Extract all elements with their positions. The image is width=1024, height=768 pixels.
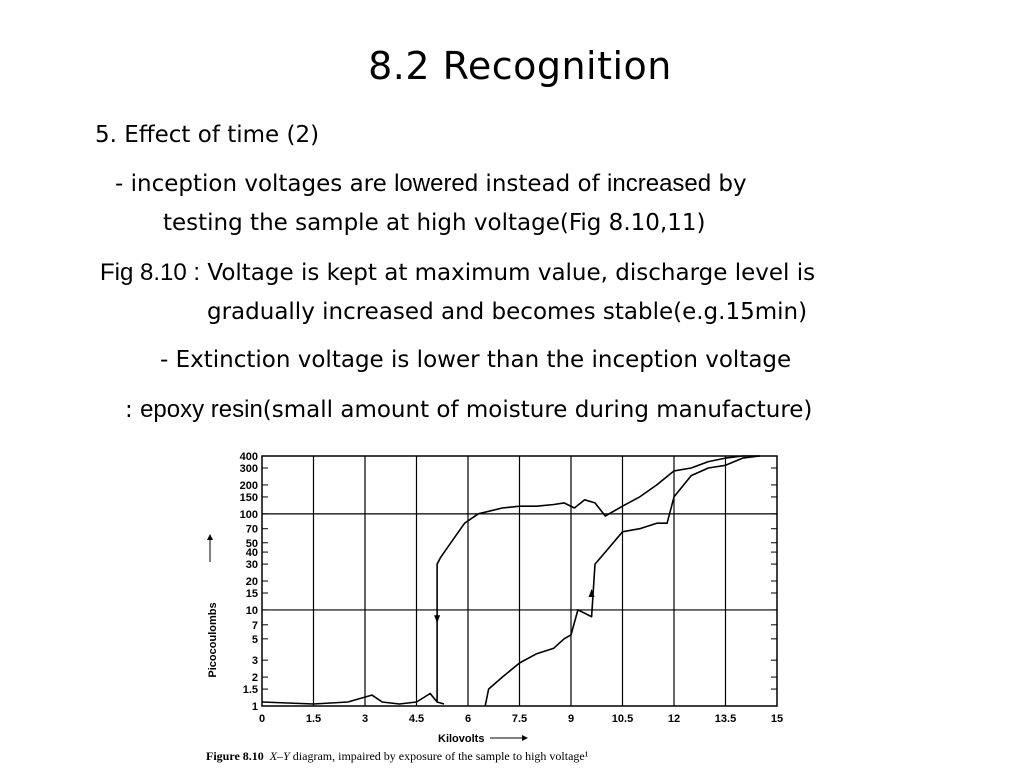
series-line-1 xyxy=(261,692,445,705)
x-tick-label: 6 xyxy=(465,713,471,725)
fig-description-cont: gradually increased and becomes stable(e… xyxy=(207,299,808,325)
caption-text: diagram, impaired by exposure of the sam… xyxy=(290,749,589,763)
epoxy-note: : epoxy resin(small amount of moisture d… xyxy=(125,396,812,424)
y-tick-label: 1 xyxy=(252,701,258,713)
xy-diagram-figure: 0 1.5 3 4.5 6 7.5 9 10.5 12 13.5 1511.523571015203… xyxy=(206,451,783,763)
x-axis-label: Kilovolts xyxy=(438,733,484,745)
x-axis-arrow-head xyxy=(522,735,528,741)
y-tick-label: 5 xyxy=(252,634,258,646)
fig-description: Fig 8.10 : Voltage is kept at maximum va… xyxy=(100,259,815,287)
y-tick-label: 200 xyxy=(240,480,258,492)
bullet-inception: - inception voltages are lowered instead… xyxy=(115,170,747,198)
x-tick-label: 9 xyxy=(568,713,574,725)
y-tick-label: 3 xyxy=(252,655,258,667)
y-tick-label: 20 xyxy=(246,576,258,588)
x-tick-label: 13.5 xyxy=(715,713,736,725)
text-span: : xyxy=(125,397,141,423)
y-tick-label: 100 xyxy=(240,509,258,521)
y-tick-label: 50 xyxy=(246,538,258,550)
series-line-3 xyxy=(484,455,760,707)
y-tick-label: 1.5 xyxy=(243,684,258,696)
slide-title: 8.2 Recognition xyxy=(368,44,672,88)
text-span: - inception voltages are xyxy=(115,171,395,197)
y-tick-label: 150 xyxy=(240,492,258,504)
x-tick-label: 0 xyxy=(259,713,265,725)
x-tick-label: 15 xyxy=(771,713,783,725)
y-axis-arrow-head xyxy=(207,534,213,540)
emphasis-epoxy: epoxy resin xyxy=(140,396,263,423)
x-tick-label: 12 xyxy=(668,713,680,725)
bullet-inception-cont: testing the sample at high voltage(Fig 8… xyxy=(163,210,706,236)
caption-label: Figure 8.10 xyxy=(206,749,264,763)
figure-caption: Figure 8.10 X–Y diagram, impaired by expo… xyxy=(206,749,589,763)
extinction-note: - Extinction voltage is lower than the i… xyxy=(160,347,792,373)
series-line-2 xyxy=(436,455,760,702)
text-span: instead of xyxy=(478,171,608,197)
y-tick-label: 300 xyxy=(240,463,258,475)
x-tick-label: 4.5 xyxy=(409,713,424,725)
emphasis-lowered: lowered xyxy=(394,170,479,197)
fig-ref: Fig 8.10 : xyxy=(100,259,201,286)
text-span: by xyxy=(711,171,747,197)
emphasis-increased: increased xyxy=(607,170,712,197)
x-tick-label: 3 xyxy=(362,713,368,725)
x-tick-label: 1.5 xyxy=(306,713,321,725)
arrow-down-marker xyxy=(434,615,441,624)
y-tick-label: 30 xyxy=(246,559,258,571)
y-tick-label: 7 xyxy=(252,620,258,632)
y-tick-label: 40 xyxy=(246,547,258,559)
caption-xy: X–Y xyxy=(269,749,291,763)
y-tick-label: 2 xyxy=(252,672,258,684)
x-tick-label: 10.5 xyxy=(612,713,633,725)
section-heading: 5. Effect of time (2) xyxy=(95,122,320,148)
arrow-up-marker xyxy=(588,589,595,598)
x-tick-label: 7.5 xyxy=(512,713,527,725)
text-span: (small amount of moisture during manufac… xyxy=(262,397,813,423)
plot-area: 0 1.5 3 4.5 6 7.5 9 10.5 12 13.5 1511.523571015203… xyxy=(240,451,783,725)
y-tick-label: 15 xyxy=(246,588,258,600)
y-tick-label: 70 xyxy=(246,524,258,536)
text-span: Voltage is kept at maximum value, discha… xyxy=(200,260,816,286)
y-tick-label: 10 xyxy=(246,605,258,617)
y-tick-label: 400 xyxy=(240,451,258,463)
y-axis-label: Picocoulombs xyxy=(207,602,219,677)
